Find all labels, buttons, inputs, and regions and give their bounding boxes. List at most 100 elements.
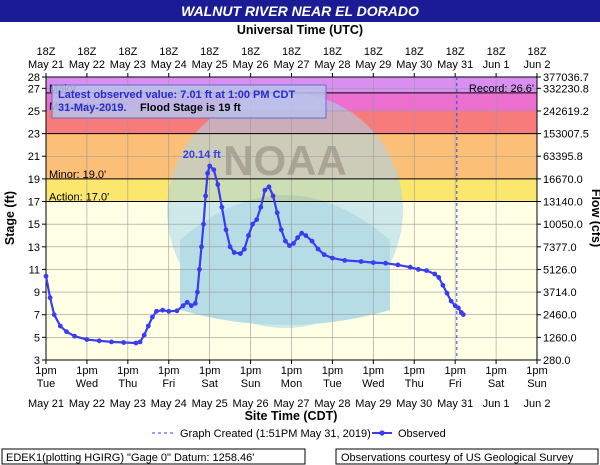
bottom-tick-date-11: Jun 1 (483, 398, 510, 410)
data-point-52 (303, 233, 309, 238)
bottom-tick-time-12: 1pm (526, 365, 547, 377)
data-point-8 (109, 339, 114, 345)
data-point-50 (295, 235, 300, 241)
top-tick-time-3: 18Z (159, 46, 178, 58)
bottom-tick-weekday-6: Mon (281, 378, 302, 390)
bottom-tick-date-7: May 28 (314, 398, 350, 410)
flood-stage-note: Flood Stage is 19 ft (140, 102, 241, 114)
left-tick-label-2: 7 (34, 310, 40, 322)
right-tick-label-1: 1260.0 (543, 332, 577, 344)
bottom-tick-time-5: 1pm (240, 365, 261, 377)
bottom-tick-weekday-4: Sat (201, 378, 218, 390)
bottom-tick-date-5: May 26 (233, 398, 269, 410)
bottom-tick-date-10: May 31 (437, 398, 473, 410)
noaa-logo-wave (180, 195, 390, 325)
right-tick-label-11: 242619.2 (543, 106, 589, 118)
data-point-45 (274, 210, 280, 216)
top-tick-time-11: 18Z (487, 46, 506, 58)
noaa-watermark: NOAA (167, 92, 403, 328)
right-tick-label-13: 377036.7 (543, 72, 589, 84)
data-point-22 (192, 301, 198, 306)
top-tick-date-0: May 21 (28, 59, 64, 71)
right-tick-label-4: 5126.0 (543, 264, 577, 276)
data-point-39 (250, 221, 256, 227)
left-tick-label-13: 28 (28, 72, 40, 84)
left-tick-label-0: 3 (34, 355, 40, 367)
right-tick-label-0: 280.0 (543, 355, 571, 367)
legend-observed-marker (379, 430, 385, 436)
noaa-logo-text: NOAA (223, 137, 347, 184)
data-point-43 (266, 184, 272, 190)
bottom-tick-weekday-9: Thu (405, 378, 424, 390)
data-point-41 (258, 204, 264, 210)
top-tick-time-2: 18Z (118, 46, 137, 58)
bottom-tick-date-12: Jun 2 (524, 398, 551, 410)
bottom-tick-time-6: 1pm (281, 365, 302, 377)
bottom-tick-date-2: May 23 (110, 398, 146, 410)
top-tick-time-5: 18Z (241, 46, 260, 58)
data-point-32 (219, 204, 225, 210)
data-point-63 (415, 267, 421, 272)
top-tick-date-4: May 25 (192, 59, 228, 71)
data-point-7 (96, 338, 102, 344)
right-tick-label-8: 16670.0 (543, 174, 583, 186)
legend-observed-label: Observed (398, 428, 446, 440)
data-point-67 (440, 282, 446, 288)
bottom-tick-date-8: May 29 (355, 398, 391, 410)
top-tick-time-4: 18Z (200, 46, 219, 58)
bottom-tick-weekday-8: Wed (362, 378, 384, 390)
left-tick-label-12: 27 (28, 83, 40, 95)
top-tick-date-1: May 22 (69, 59, 105, 71)
top-tick-time-1: 18Z (77, 46, 96, 58)
top-tick-date-11: Jun 1 (483, 59, 510, 71)
bottom-tick-weekday-10: Fri (449, 378, 462, 390)
data-point-68 (444, 290, 450, 296)
top-tick-date-3: May 24 (151, 59, 187, 71)
data-point-62 (407, 264, 413, 270)
data-point-0 (43, 273, 49, 279)
top-tick-time-9: 18Z (405, 46, 424, 58)
bottom-tick-time-4: 1pm (199, 365, 220, 377)
bottom-tick-time-10: 1pm (444, 365, 465, 377)
data-point-57 (342, 258, 348, 263)
data-point-69 (448, 298, 454, 304)
data-point-18 (174, 308, 180, 314)
bottom-tick-date-3: May 24 (151, 398, 187, 410)
left-tick-label-3: 9 (34, 287, 40, 299)
data-point-40 (254, 217, 260, 223)
top-tick-date-5: May 26 (233, 59, 269, 71)
data-point-65 (432, 271, 438, 277)
footer-right-box (335, 448, 599, 465)
data-point-33 (223, 227, 229, 233)
bottom-tick-weekday-11: Sat (488, 378, 505, 390)
bottom-tick-weekday-2: Thu (118, 378, 137, 390)
left-tick-label-11: 25 (28, 106, 40, 118)
data-point-34 (227, 244, 233, 250)
data-point-9 (121, 340, 127, 345)
data-point-55 (321, 252, 327, 258)
data-point-2 (51, 312, 57, 318)
left-tick-label-8: 19 (28, 174, 40, 186)
bottom-axis-title: Site Time (CDT) (245, 409, 338, 423)
data-point-30 (211, 167, 217, 173)
top-tick-time-0: 18Z (37, 46, 56, 58)
data-point-29 (207, 163, 213, 169)
data-point-66 (436, 275, 442, 280)
bottom-tick-time-0: 1pm (35, 365, 56, 377)
data-point-20 (184, 299, 190, 305)
data-point-6 (84, 337, 90, 342)
data-point-28 (205, 170, 211, 176)
y-right-label: Flow (cfs) (589, 189, 600, 247)
footer-datum: EDEK1(plotting HGIRG) "Gage 0" Datum: 12… (6, 452, 254, 464)
data-point-64 (424, 268, 429, 273)
top-tick-time-8: 18Z (364, 46, 383, 58)
data-point-53 (309, 238, 315, 244)
right-tick-label-9: 63395.8 (543, 151, 583, 163)
left-tick-label-4: 11 (29, 264, 40, 276)
data-point-37 (242, 246, 247, 252)
top-tick-date-10: May 31 (437, 59, 473, 71)
chart-title: WALNUT RIVER NEAR EL DORADO (181, 3, 419, 19)
bottom-tick-weekday-7: Tue (323, 378, 342, 390)
